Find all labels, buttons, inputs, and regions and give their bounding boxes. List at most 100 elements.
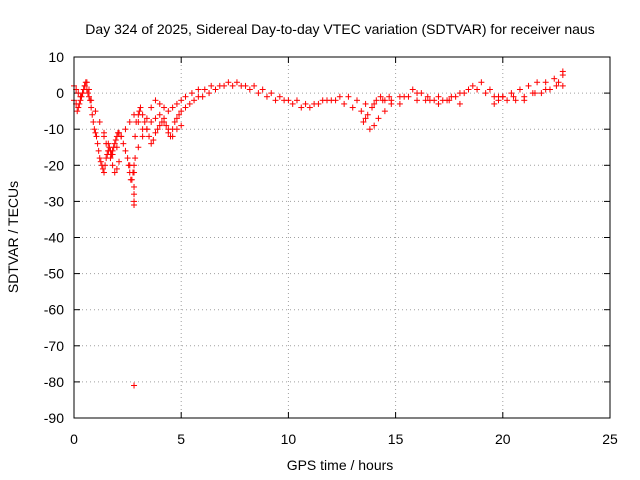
data-point <box>336 93 343 100</box>
data-point <box>268 90 275 97</box>
data-point <box>366 126 373 133</box>
x-tick-label: 20 <box>495 431 511 447</box>
plot-frame <box>73 56 611 419</box>
data-point <box>148 118 155 125</box>
data-point <box>154 126 161 133</box>
data-point <box>341 100 348 107</box>
data-point <box>81 82 88 89</box>
data-point <box>364 111 371 118</box>
data-point <box>491 93 498 100</box>
data-point <box>371 100 378 107</box>
data-point <box>559 82 566 89</box>
data-point <box>122 126 129 133</box>
data-point <box>178 108 185 115</box>
data-point <box>132 155 139 162</box>
data-point <box>152 129 159 136</box>
data-point <box>135 144 142 151</box>
data-point <box>504 97 511 104</box>
data-point <box>96 155 103 162</box>
data-point <box>405 93 412 100</box>
data-point <box>105 147 112 154</box>
data-point <box>212 86 219 93</box>
data-point <box>176 111 183 118</box>
data-point <box>371 122 378 129</box>
data-point <box>542 86 549 93</box>
data-point <box>396 100 403 107</box>
data-point <box>84 90 91 97</box>
data-point <box>242 82 249 89</box>
data-point <box>109 151 116 158</box>
y-tick-label: -70 <box>44 338 64 354</box>
data-point <box>139 133 146 140</box>
data-point <box>137 104 144 111</box>
data-point <box>94 140 101 147</box>
data-series-sdtvar <box>71 68 566 389</box>
data-point <box>225 79 232 86</box>
data-point <box>131 191 138 198</box>
data-point <box>74 108 81 115</box>
data-point <box>388 97 395 104</box>
data-point <box>358 108 365 115</box>
data-point <box>276 93 283 100</box>
data-point <box>99 165 106 172</box>
y-axis-label: SDTVAR / TECUs <box>5 181 21 293</box>
data-point <box>381 97 388 104</box>
data-point <box>124 155 131 162</box>
data-point <box>93 133 100 140</box>
data-point <box>302 100 309 107</box>
data-point <box>77 93 84 100</box>
data-point <box>188 90 195 97</box>
data-point <box>456 100 463 107</box>
data-point <box>178 97 185 104</box>
data-point <box>491 100 498 107</box>
data-point <box>75 104 82 111</box>
data-point <box>126 162 133 169</box>
x-tick-label: 0 <box>70 431 78 447</box>
data-point <box>112 137 119 144</box>
data-point <box>538 90 545 97</box>
x-axis-label: GPS time / hours <box>287 457 394 473</box>
data-point <box>516 86 523 93</box>
data-point <box>111 140 118 147</box>
data-point <box>201 86 208 93</box>
data-point <box>86 93 93 100</box>
data-point <box>474 86 481 93</box>
data-point <box>510 93 517 100</box>
data-point <box>386 93 393 100</box>
data-point <box>482 90 489 97</box>
data-point <box>216 82 223 89</box>
x-tick-label: 10 <box>281 431 297 447</box>
data-point <box>128 176 135 183</box>
data-point <box>414 90 421 97</box>
data-point <box>251 82 258 89</box>
data-point <box>173 126 180 133</box>
data-point <box>131 382 138 389</box>
data-point <box>126 118 133 125</box>
y-axis-ticks: 10 0 -10 -20 -30 -40 -50 -60 -70 -80 -90 <box>44 49 610 426</box>
data-point <box>120 140 127 147</box>
data-point <box>369 104 376 111</box>
data-point <box>512 97 519 104</box>
data-point <box>156 122 163 129</box>
data-point <box>131 183 138 190</box>
data-point <box>152 115 159 122</box>
data-point <box>169 104 176 111</box>
data-point <box>289 100 296 107</box>
data-point <box>92 129 99 136</box>
data-point <box>396 93 403 100</box>
data-point <box>521 97 528 104</box>
data-point <box>122 147 129 154</box>
data-point <box>191 97 198 104</box>
data-point <box>349 104 356 111</box>
y-tick-label: -20 <box>44 157 64 173</box>
data-point <box>263 93 270 100</box>
data-point <box>259 86 266 93</box>
data-point <box>360 118 367 125</box>
x-axis-ticks: 0 5 10 15 20 25 <box>70 57 618 447</box>
y-tick-label: 10 <box>48 49 64 65</box>
y-tick-label: -30 <box>44 193 64 209</box>
data-point <box>79 90 86 97</box>
data-point <box>435 100 442 107</box>
data-point <box>246 86 253 93</box>
